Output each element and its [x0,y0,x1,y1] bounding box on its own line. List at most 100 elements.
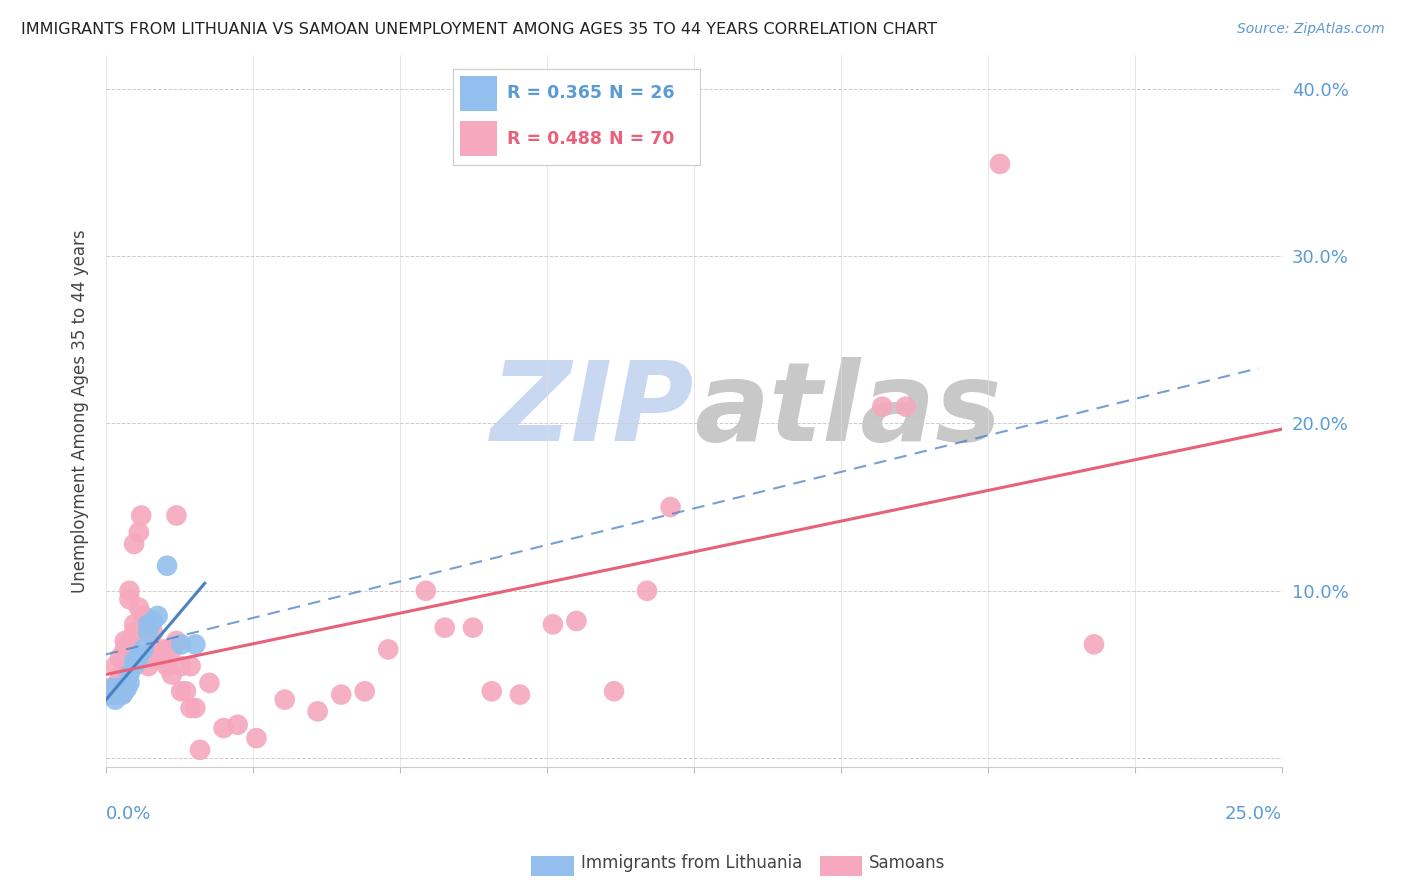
Point [100,684,122,698]
Point [118,637,141,651]
Point [565,614,588,628]
Point [118,676,141,690]
Point [188,743,211,757]
Point [104,692,127,706]
Point [150,642,173,657]
Point [330,688,353,702]
Text: 0.0%: 0.0% [105,805,152,823]
Point [114,679,136,693]
Point [184,637,207,651]
Point [170,684,193,698]
Point [509,688,531,702]
Point [107,688,129,702]
Point [104,688,127,702]
Point [136,659,159,673]
Point [142,642,165,657]
Point [101,681,124,695]
Point [184,701,207,715]
Point [122,625,145,640]
Point [101,684,124,698]
Point [872,400,894,414]
Y-axis label: Unemployment Among Ages 35 to 44 years: Unemployment Among Ages 35 to 44 years [72,229,89,592]
Point [353,684,375,698]
Point [104,681,127,695]
Point [170,637,193,651]
Point [114,642,136,657]
Point [100,681,122,695]
Point [198,676,221,690]
Point [122,659,145,673]
Point [166,508,188,523]
Point [104,684,127,698]
Text: atlas: atlas [695,358,1001,465]
Point [481,684,503,698]
Point [146,609,169,624]
Point [160,642,183,657]
Point [142,625,165,640]
Point [107,676,129,690]
Point [108,684,131,698]
Point [128,650,150,665]
Point [118,592,141,607]
Point [132,609,155,624]
Point [128,648,150,662]
Point [129,508,152,523]
Point [245,731,267,746]
Point [174,684,197,698]
Text: Samoans: Samoans [869,855,945,872]
Point [988,157,1011,171]
Point [118,583,141,598]
Point [180,701,202,715]
Point [97,688,120,702]
Point [122,617,145,632]
Point [142,614,165,628]
Point [226,717,249,731]
Point [136,617,159,632]
Point [114,684,136,698]
Point [160,667,183,681]
Point [156,642,179,657]
Text: IMMIGRANTS FROM LITHUANIA VS SAMOAN UNEMPLOYMENT AMONG AGES 35 TO 44 YEARS CORRE: IMMIGRANTS FROM LITHUANIA VS SAMOAN UNEM… [21,22,936,37]
Point [111,688,134,702]
Point [433,621,456,635]
Point [636,583,658,598]
Point [114,681,136,695]
Point [415,583,437,598]
Text: ZIP: ZIP [491,358,695,465]
Point [136,625,159,640]
Point [122,654,145,668]
Point [156,659,179,673]
Point [97,688,120,702]
Point [108,671,131,685]
Point [150,650,173,665]
Point [170,659,193,673]
Point [108,650,131,665]
Point [377,642,399,657]
Point [273,692,295,706]
Text: Immigrants from Lithuania: Immigrants from Lithuania [581,855,801,872]
Point [122,537,145,551]
Point [128,600,150,615]
Point [541,617,564,632]
Point [104,659,127,673]
Point [166,634,188,648]
Point [1083,637,1105,651]
Point [146,650,169,665]
Point [136,617,159,632]
Point [156,558,179,573]
Point [111,688,134,702]
Point [114,634,136,648]
Point [118,667,141,681]
Point [115,681,138,695]
Text: Source: ZipAtlas.com: Source: ZipAtlas.com [1237,22,1385,37]
Point [894,400,917,414]
Point [212,721,235,735]
Point [180,659,202,673]
Point [132,650,155,665]
Point [128,525,150,540]
Point [603,684,626,698]
Point [659,500,682,515]
Point [146,650,169,665]
Point [307,704,329,718]
Point [132,642,155,657]
